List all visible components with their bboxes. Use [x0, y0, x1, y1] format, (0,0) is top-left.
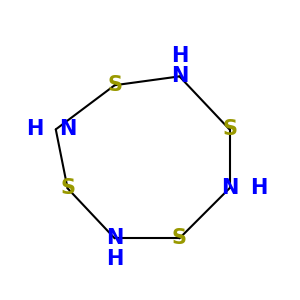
Text: S: S	[107, 75, 122, 95]
Text: H: H	[250, 178, 268, 198]
Text: H: H	[106, 249, 123, 269]
Text: H: H	[26, 119, 44, 140]
Text: N: N	[171, 66, 188, 86]
Text: H: H	[171, 46, 188, 66]
Text: N: N	[221, 178, 238, 198]
Text: S: S	[172, 228, 187, 248]
Text: S: S	[222, 119, 237, 140]
Text: N: N	[106, 228, 123, 248]
Text: S: S	[60, 178, 75, 198]
Text: N: N	[59, 119, 76, 140]
